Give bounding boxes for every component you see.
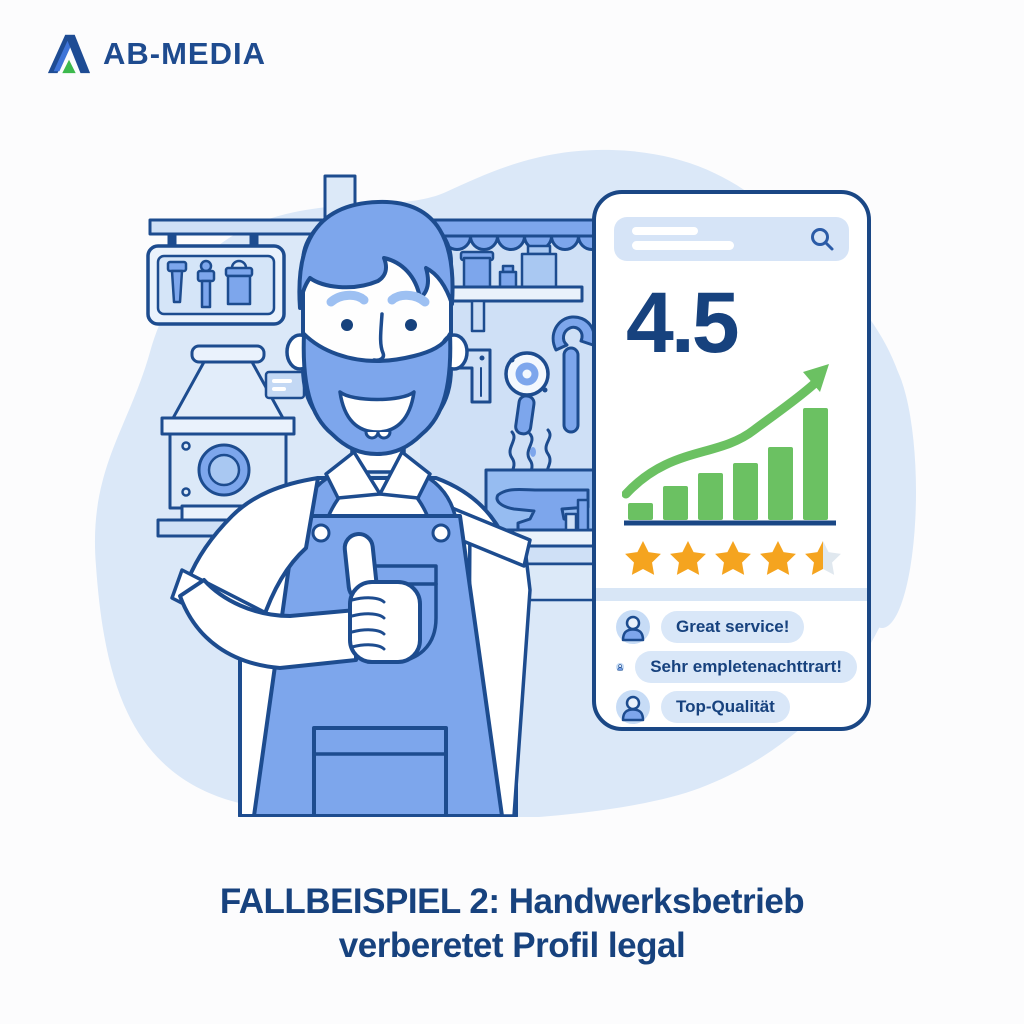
search-bar xyxy=(614,217,849,261)
eyebrow-left xyxy=(326,290,369,307)
star-full-icon xyxy=(760,540,796,575)
review-item: Sehr empletenachttrart! xyxy=(616,650,857,684)
trend-arrow-head xyxy=(803,364,829,392)
forearm xyxy=(178,578,358,670)
review-text: Top-Qualität xyxy=(661,691,790,723)
search-placeholder-line xyxy=(632,227,698,235)
finger-lines xyxy=(350,596,386,651)
review-item: Top-Qualität xyxy=(616,690,857,724)
craftsman xyxy=(170,199,532,818)
user-avatar-icon xyxy=(616,662,625,672)
search-placeholder-line xyxy=(632,241,734,250)
growth-chart xyxy=(622,364,836,526)
tooth xyxy=(376,430,392,440)
label-tag xyxy=(264,370,306,400)
star-half-icon xyxy=(805,540,841,575)
caption-line-2: verberetet Profil legal xyxy=(338,926,686,965)
bolt-icon xyxy=(166,260,188,304)
star-full-icon xyxy=(625,540,661,575)
star-rating xyxy=(622,538,844,578)
tool-sign xyxy=(146,218,342,326)
eyebrow-right xyxy=(387,290,430,307)
tooth xyxy=(364,430,380,440)
eye-left xyxy=(341,319,353,331)
review-item: Great service! xyxy=(616,610,857,644)
brand-name: AB-MEDIA xyxy=(103,36,266,71)
star-full-icon xyxy=(715,540,751,575)
bucket-icon xyxy=(224,259,254,306)
trend-arrow-line xyxy=(622,379,819,499)
bottom-cutoff xyxy=(130,817,730,867)
caption-line-1: FALLBEISPIEL 2: Handwerksbetrieb xyxy=(219,882,805,921)
screwdriver-icon xyxy=(196,259,216,309)
search-icon xyxy=(811,228,834,251)
growth-bar xyxy=(768,447,793,520)
user-avatar-icon xyxy=(616,690,650,724)
case-study-caption: FALLBEISPIEL 2: Handwerksbetrieb verbere… xyxy=(0,880,1024,968)
growth-bar xyxy=(628,503,653,520)
collar-right xyxy=(378,450,432,500)
growth-bar xyxy=(803,408,828,520)
brand-logo: AB-MEDIA xyxy=(46,32,266,76)
magnifying-glass-icon xyxy=(504,351,550,436)
fist xyxy=(348,580,422,664)
smile xyxy=(338,390,416,434)
growth-bar xyxy=(733,463,758,520)
apron-pocket xyxy=(312,726,448,818)
section-divider xyxy=(596,588,867,601)
apron-button xyxy=(431,523,451,543)
user-avatar-icon xyxy=(616,610,650,644)
eye-right xyxy=(405,319,417,331)
reviews-list: Great service! Sehr empletenachttrart! T… xyxy=(616,610,857,724)
apron-button xyxy=(311,523,331,543)
wrench-icon xyxy=(551,315,596,434)
shelf xyxy=(450,244,584,333)
rating-value: 4.5 xyxy=(626,275,740,371)
growth-bar xyxy=(663,486,688,520)
star-full-icon xyxy=(670,540,706,575)
review-text: Sehr empletenachttrart! xyxy=(635,651,857,683)
review-text: Great service! xyxy=(661,611,805,643)
thumbs-up-arm xyxy=(170,476,422,670)
ab-media-logo-icon xyxy=(47,34,91,74)
hair xyxy=(297,199,455,310)
head xyxy=(285,199,469,456)
growth-bar xyxy=(698,473,723,520)
review-profile-card: 4.5 Great service! Sehr empletenachttrar… xyxy=(592,190,871,731)
beard xyxy=(301,332,453,456)
growth-bars-group xyxy=(628,408,828,520)
